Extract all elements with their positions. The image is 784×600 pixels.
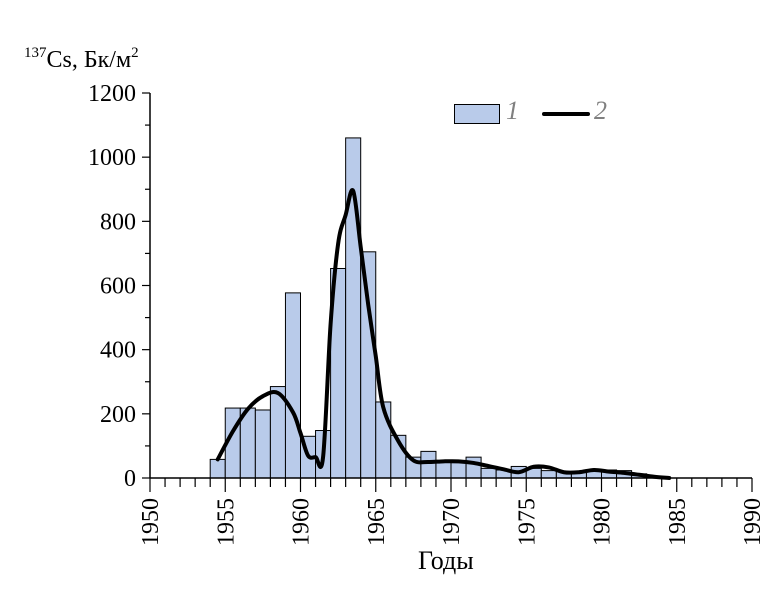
x-tick-label-1970: 1970 xyxy=(439,498,465,546)
legend-label-1: 1 xyxy=(506,96,519,125)
x-tick-label-1955: 1955 xyxy=(213,498,239,546)
x-tick-label-1990: 1990 xyxy=(740,498,766,546)
line-series-2 xyxy=(215,187,672,480)
y-tick-label-600: 600 xyxy=(100,274,136,300)
isotope-unit: Cs, Бк/м xyxy=(46,47,132,73)
legend-swatch-line xyxy=(542,112,590,116)
bar-1959 xyxy=(284,292,302,479)
tick-labels: 0 200 400 600 800 1000 1200 1950 1955 1960 1965 197… xyxy=(88,81,766,546)
legend-swatch-bars xyxy=(454,104,500,124)
x-tick-label-1980: 1980 xyxy=(590,498,616,546)
x-tick-label-1965: 1965 xyxy=(364,498,390,546)
x-tick-label-1960: 1960 xyxy=(289,498,315,546)
y-tick-label-0: 0 xyxy=(124,466,136,492)
bar-1976 xyxy=(540,470,557,479)
bar-1968 xyxy=(420,450,437,479)
x-axis-label: Годы xyxy=(418,546,474,575)
y-tick-label-200: 200 xyxy=(100,402,136,428)
bar-1970 xyxy=(450,462,467,479)
y-axis-label: 137Cs, Бк/м2 xyxy=(24,40,139,73)
legend-label-2: 2 xyxy=(594,96,607,125)
x-tick-label-1985: 1985 xyxy=(665,498,691,546)
y-tick-label-1200: 1200 xyxy=(88,81,136,107)
isotope-mass: 137 xyxy=(24,45,47,61)
bar-1954 xyxy=(209,458,226,479)
y-tick-label-1000: 1000 xyxy=(88,145,136,171)
unit-power: 2 xyxy=(131,45,139,61)
bar-1972 xyxy=(480,467,497,479)
tick-marks xyxy=(142,92,753,492)
x-tick-label-1950: 1950 xyxy=(138,498,164,546)
x-tick-label-1975: 1975 xyxy=(514,498,540,546)
y-tick-label-400: 400 xyxy=(100,338,136,364)
bar-1957 xyxy=(254,409,271,479)
bar-series xyxy=(209,137,663,479)
bar-1969 xyxy=(435,461,452,479)
y-tick-label-800: 800 xyxy=(100,209,136,235)
bar-1964 xyxy=(360,251,377,479)
